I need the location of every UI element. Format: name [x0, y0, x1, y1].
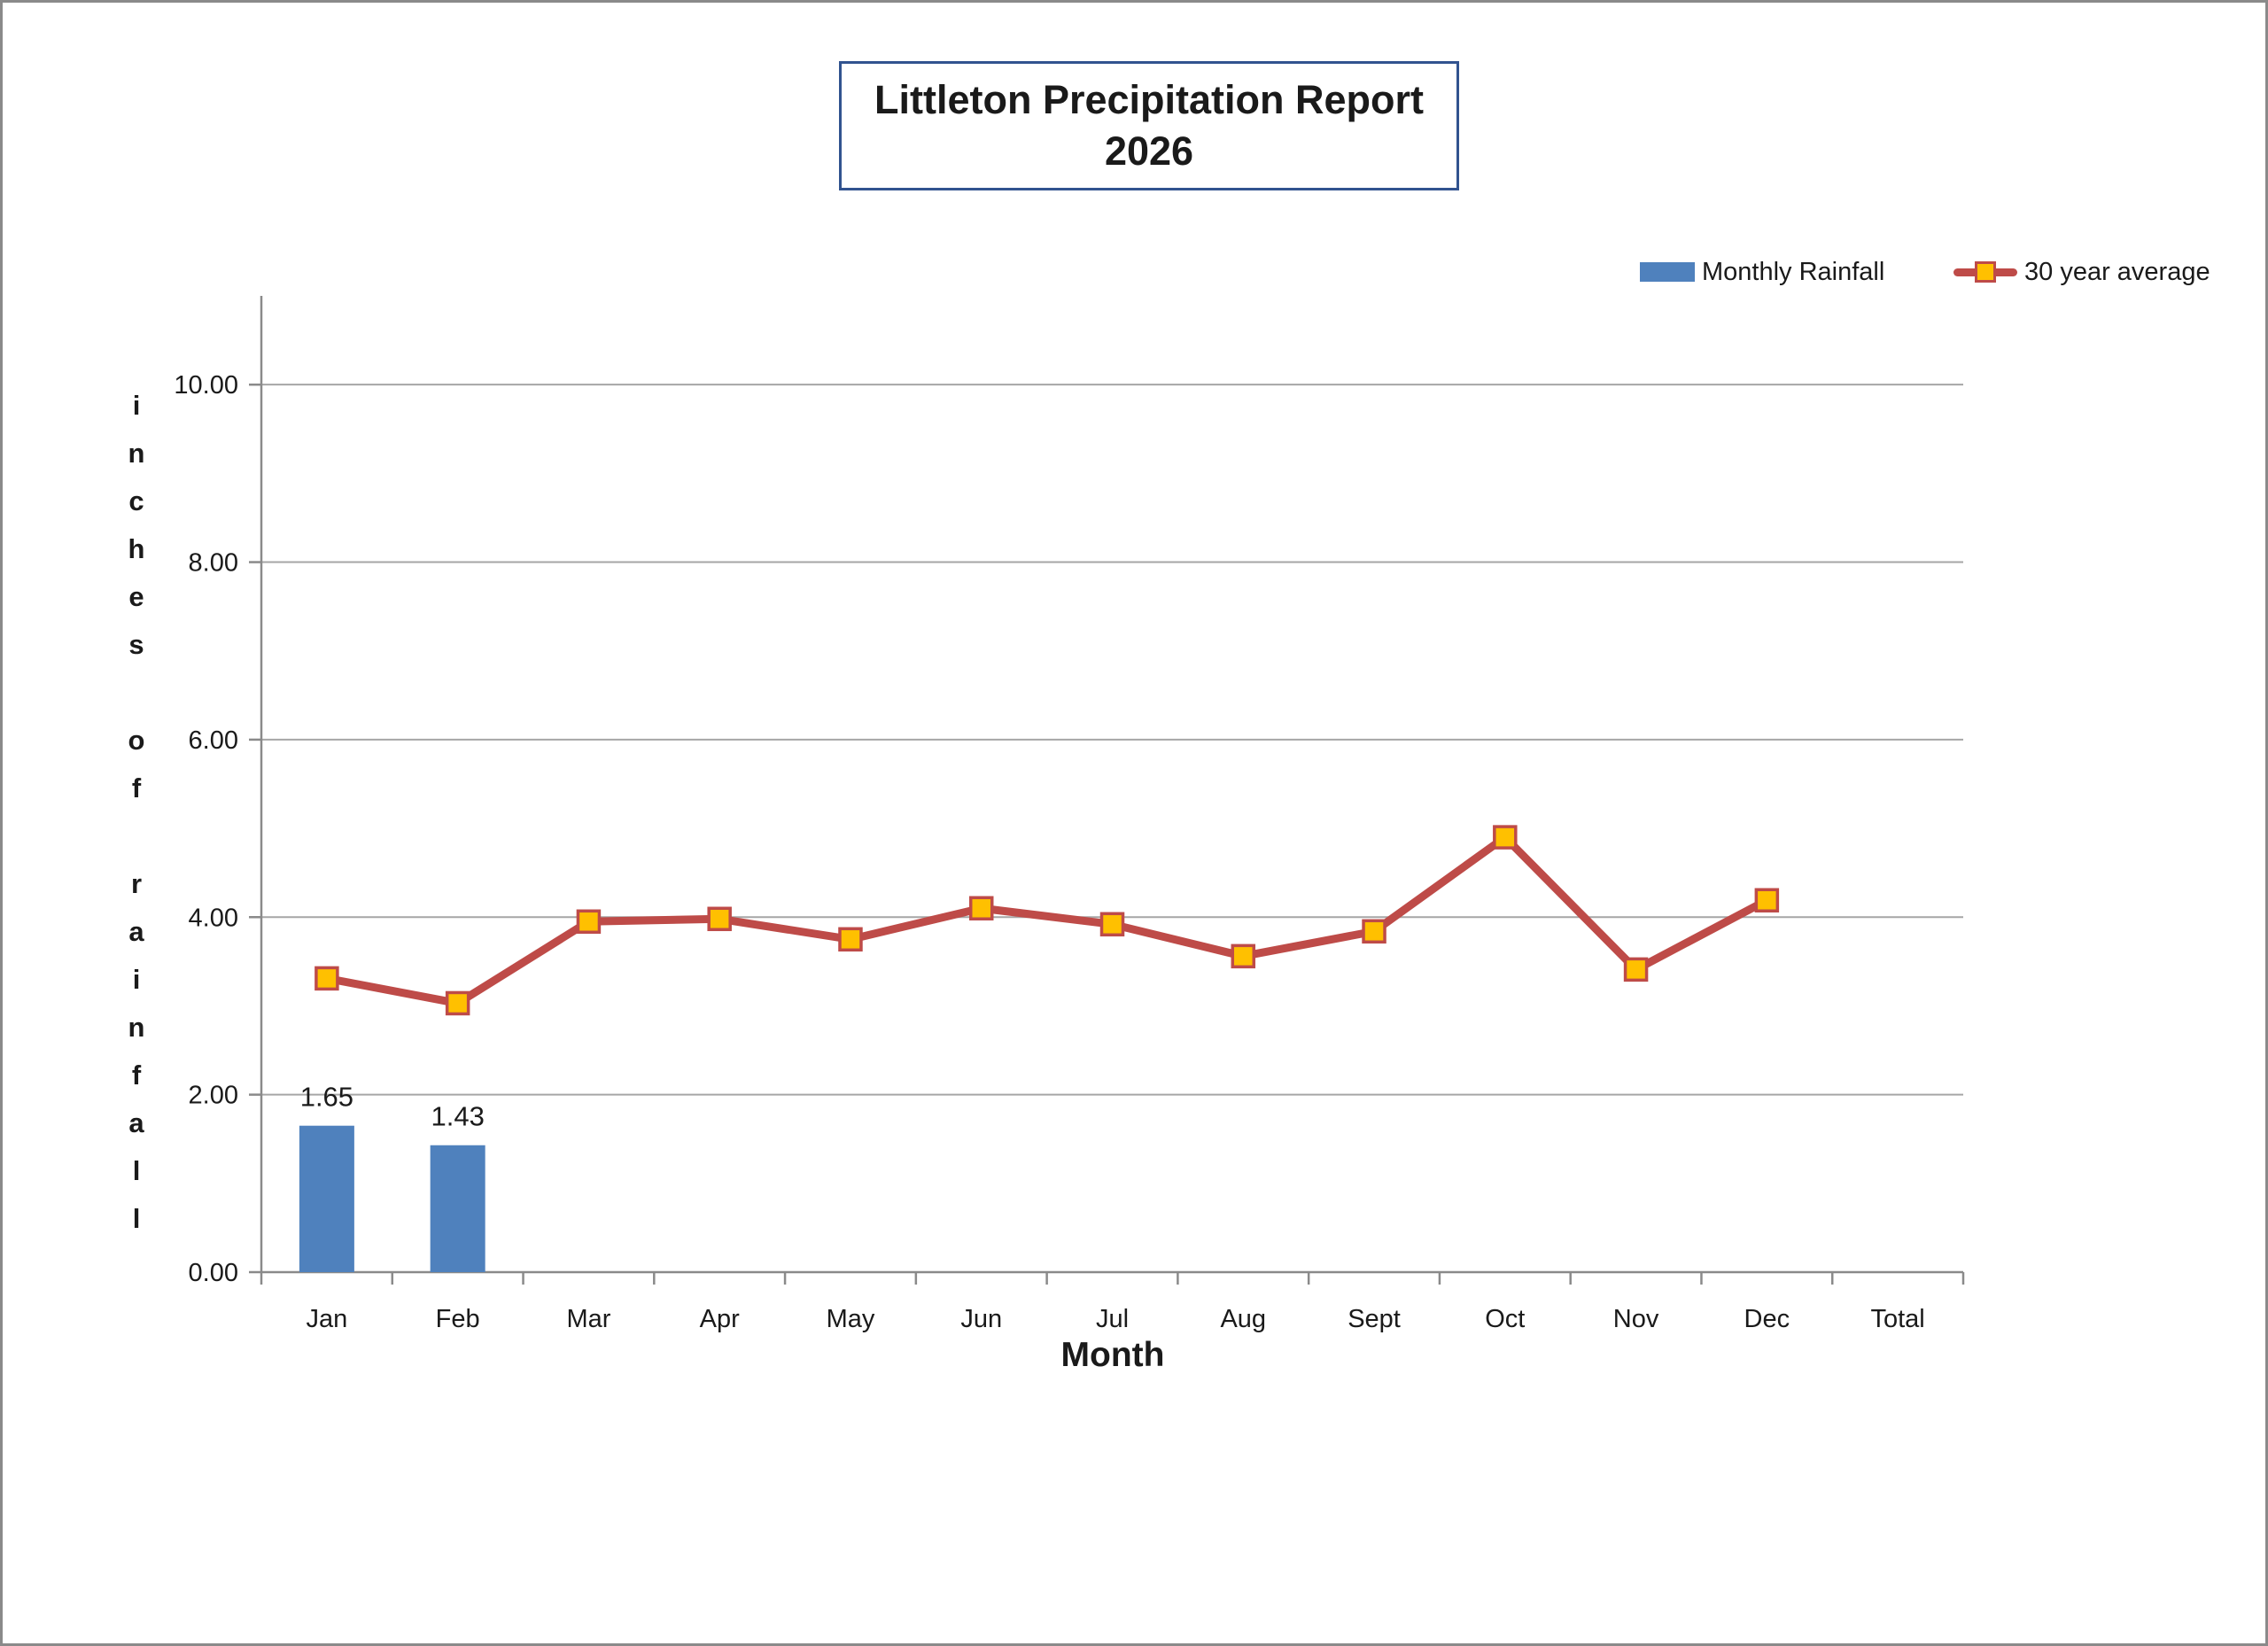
y-axis-tick-label: 2.00 [189, 1082, 238, 1110]
legend-label-monthly-rainfall: Monthly Rainfall [1702, 257, 1885, 286]
legend: Monthly Rainfall 30 year average [3, 252, 2265, 291]
line-marker-nov[interactable] [1623, 957, 1649, 982]
y-axis-title-char: a [128, 916, 144, 947]
plot-area: 0.00 2.00 4.00 6.00 8.00 10.00 Jan Feb Mar Apr May… [174, 296, 1965, 1333]
y-axis-title-char: h [128, 533, 145, 564]
legend-item-30-year-average[interactable]: 30 year average [1953, 252, 2210, 291]
x-axis-category-label: Mar [566, 1305, 610, 1333]
y-axis-title-char: o [128, 725, 145, 756]
y-axis-title-char: i [132, 390, 141, 421]
y-axis-title-char: n [128, 1012, 145, 1043]
line-marker-aug[interactable] [1231, 943, 1256, 969]
line-marker-sept[interactable] [1362, 919, 1386, 944]
legend-label-30-year-average: 30 year average [2024, 257, 2210, 286]
line-marker-dec[interactable] [1754, 888, 1780, 912]
y-axis-tick-label: 0.00 [189, 1259, 238, 1287]
x-axis-category-label: Jul [1096, 1305, 1129, 1333]
x-axis-category-label: Dec [1744, 1305, 1790, 1333]
y-axis-title-char: e [128, 581, 144, 612]
line-series-30-year-average[interactable] [322, 833, 1771, 1007]
line-marker-feb[interactable] [445, 990, 470, 1016]
y-axis-title-char: r [130, 868, 143, 899]
y-axis-title-char: i [132, 964, 141, 995]
x-axis-category-label: Jun [960, 1305, 1002, 1333]
y-axis-tick-label: 6.00 [189, 726, 238, 755]
x-axis-title: Month [1060, 1336, 1165, 1374]
line-marker-jul[interactable] [1099, 912, 1125, 937]
x-axis-category-label: Nov [1613, 1305, 1659, 1333]
x-axis-category-label: Sept [1348, 1305, 1401, 1333]
y-axis-title-char: c [128, 485, 144, 516]
bar-series-swatch-icon [1640, 262, 1695, 282]
chart-title-box[interactable]: Littleton Precipitation Report 2026 [839, 61, 1459, 190]
x-axis-category-label: Oct [1485, 1305, 1525, 1333]
y-axis-title-char: l [132, 1155, 141, 1186]
x-axis-category-label: Aug [1220, 1305, 1266, 1333]
chart-title-line2: 2026 [1104, 128, 1194, 174]
y-axis-title-char: f [131, 1060, 142, 1091]
line-marker-mar[interactable] [576, 909, 602, 935]
x-axis-category-label: Jan [307, 1305, 348, 1333]
x-axis-category-label: Total [1870, 1305, 1924, 1333]
y-axis-title-char: a [128, 1107, 144, 1138]
line-marker-jun[interactable] [968, 896, 994, 921]
line-series-swatch-icon [1953, 259, 2017, 285]
y-axis-title-char: f [131, 773, 142, 804]
bar-feb[interactable] [430, 1145, 485, 1272]
bar-jan[interactable] [299, 1125, 354, 1272]
y-axis-tick-label: 4.00 [189, 904, 238, 932]
x-axis-category-label: Apr [700, 1305, 740, 1333]
y-axis-title-char: s [128, 629, 144, 660]
y-axis-tick-label: 8.00 [189, 549, 238, 578]
line-marker-apr[interactable] [707, 906, 732, 932]
y-axis-tick-label: 10.00 [174, 371, 238, 400]
legend-item-monthly-rainfall[interactable]: Monthly Rainfall [1640, 252, 1884, 291]
line-marker-jan[interactable] [315, 966, 339, 991]
bar-data-label: 1.43 [431, 1101, 484, 1132]
y-axis-title-char: l [132, 1203, 141, 1234]
x-axis-category-label: May [827, 1305, 875, 1333]
line-marker-may[interactable] [838, 927, 863, 952]
x-axis-category-label: Feb [436, 1305, 480, 1333]
bar-data-label: 1.65 [300, 1082, 353, 1113]
chart-title-line1: Littleton Precipitation Report [874, 77, 1424, 122]
y-axis-title-char: n [128, 438, 145, 469]
line-marker-oct[interactable] [1493, 825, 1518, 850]
